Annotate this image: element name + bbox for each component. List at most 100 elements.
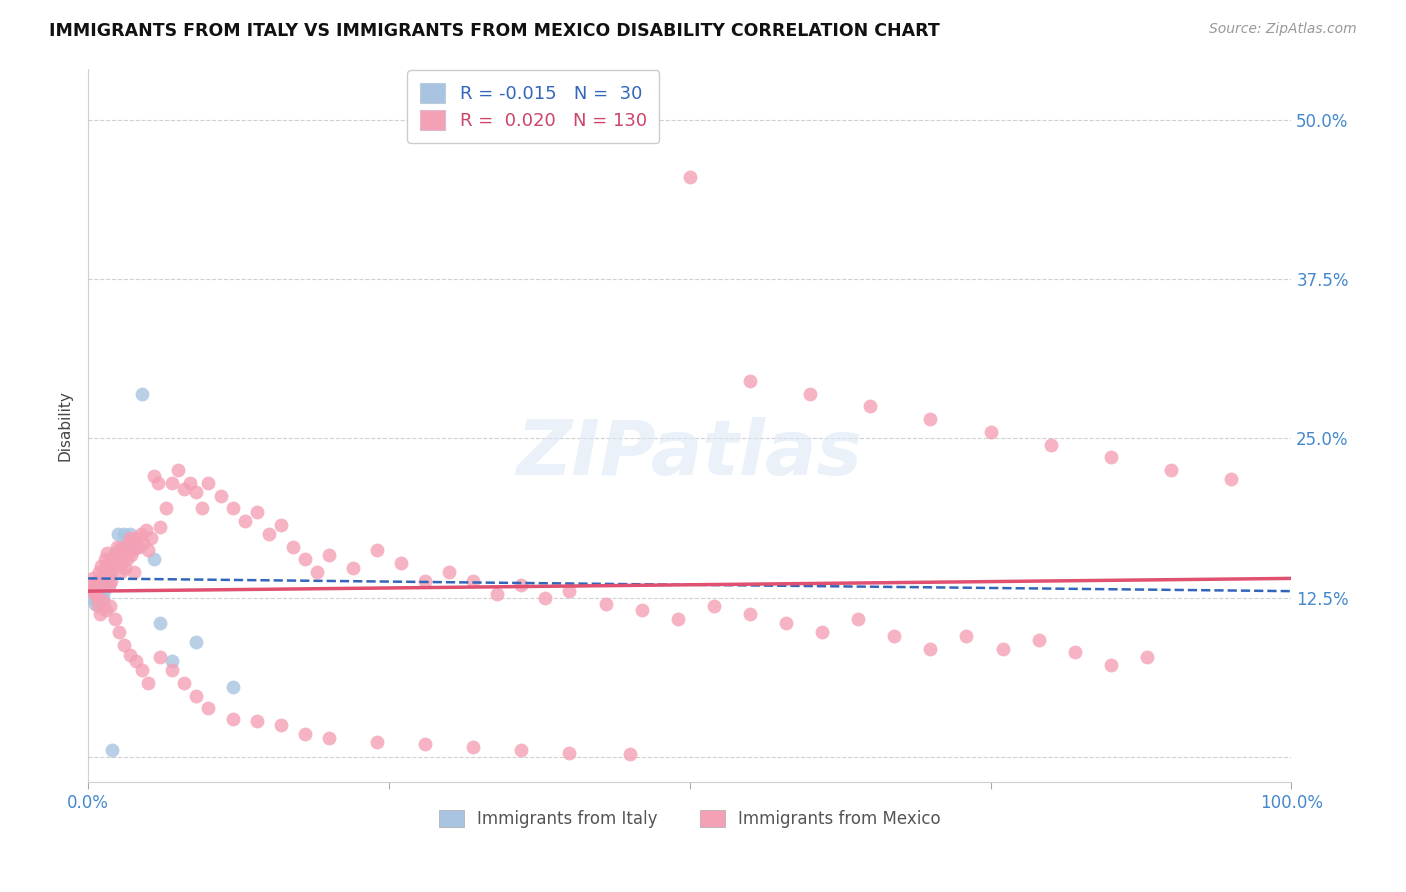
Point (114, 561, 136, 575)
Point (270, 718, 292, 732)
Point (179, 475, 201, 490)
Point (87, 599, 110, 614)
Point (94, 552, 117, 566)
Point (1099, 450, 1122, 465)
Point (955, 629, 977, 643)
Point (221, 680, 243, 694)
Point (93, 584, 115, 599)
Point (318, 731, 340, 745)
Point (80, 591, 103, 605)
Text: Source: ZipAtlas.com: Source: ZipAtlas.com (1209, 22, 1357, 37)
Point (318, 549, 340, 563)
Point (980, 425, 1002, 439)
Point (1099, 658, 1122, 673)
Point (89, 587, 111, 601)
Point (93, 565, 115, 579)
Point (305, 565, 328, 579)
Point (510, 743, 533, 757)
Point (209, 489, 232, 503)
Point (155, 501, 177, 516)
Point (1063, 645, 1085, 659)
Point (120, 648, 142, 662)
Point (437, 565, 460, 579)
Point (775, 615, 797, 630)
Point (883, 629, 905, 643)
Point (1039, 437, 1062, 451)
Point (149, 615, 172, 630)
Point (112, 549, 135, 563)
Point (131, 663, 153, 677)
Point (510, 578, 533, 592)
Point (920, 641, 942, 656)
Point (83, 582, 105, 596)
Point (619, 747, 641, 762)
Point (117, 546, 139, 560)
Point (128, 540, 150, 554)
Point (167, 463, 190, 477)
Point (84, 597, 107, 611)
Point (135, 523, 157, 537)
Point (108, 624, 131, 639)
Point (90, 558, 112, 573)
Point (139, 531, 162, 545)
Point (86, 587, 108, 601)
Point (630, 603, 652, 617)
Point (104, 612, 127, 626)
Point (389, 556, 412, 570)
Point (1220, 472, 1243, 486)
Point (173, 482, 195, 496)
Y-axis label: Disability: Disability (58, 390, 72, 461)
Point (112, 638, 135, 652)
Point (991, 641, 1014, 656)
Point (738, 374, 761, 388)
Point (131, 386, 153, 401)
Point (162, 475, 184, 490)
Point (132, 535, 155, 549)
Point (146, 475, 169, 490)
Point (413, 574, 436, 588)
Point (82, 571, 104, 585)
Point (799, 386, 821, 401)
Point (221, 712, 243, 726)
Point (1136, 650, 1159, 665)
Point (1028, 632, 1050, 647)
Point (121, 543, 143, 558)
Point (703, 599, 725, 614)
Point (104, 546, 127, 560)
Point (103, 561, 125, 575)
Point (104, 556, 127, 570)
Point (125, 540, 148, 554)
Point (101, 552, 124, 566)
Point (87, 594, 110, 608)
Point (104, 549, 127, 563)
Point (121, 549, 143, 563)
Point (115, 552, 138, 566)
Point (112, 526, 135, 541)
Point (101, 552, 124, 566)
Point (125, 531, 148, 545)
Point (811, 624, 834, 639)
Point (463, 574, 485, 588)
Point (86, 574, 108, 588)
Point (108, 543, 131, 558)
Point (143, 552, 166, 566)
Point (186, 484, 208, 499)
Point (100, 574, 122, 588)
Point (89, 607, 111, 621)
Point (281, 540, 304, 554)
Point (294, 727, 316, 741)
Point (257, 526, 280, 541)
Point (125, 654, 148, 668)
Point (98, 571, 121, 585)
Point (186, 635, 208, 649)
Point (162, 654, 184, 668)
Point (595, 597, 617, 611)
Point (98, 565, 121, 579)
Point (87, 565, 110, 579)
Point (666, 612, 689, 626)
Point (191, 501, 214, 516)
Point (120, 526, 142, 541)
Point (97, 578, 120, 592)
Point (82, 584, 104, 599)
Point (84, 587, 107, 601)
